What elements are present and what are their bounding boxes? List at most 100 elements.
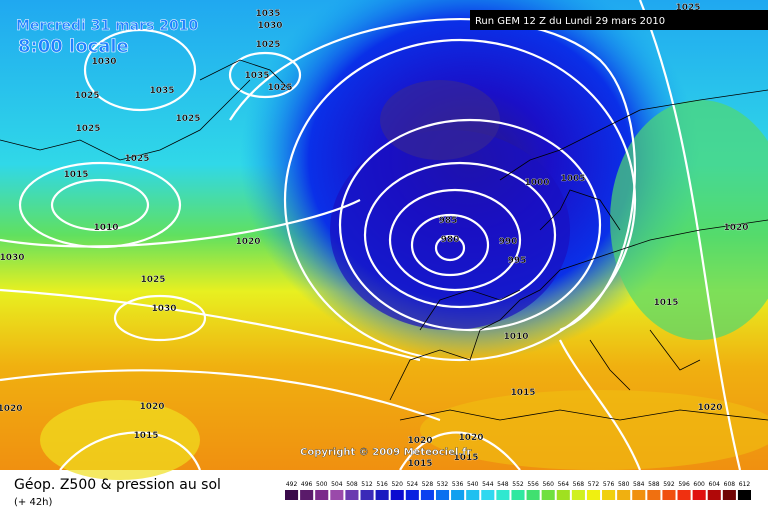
scale-swatch (466, 490, 480, 500)
scale-label: 512 (361, 481, 373, 488)
scale-label: 568 (573, 481, 585, 488)
scale-swatch (541, 490, 555, 500)
isobar-label: 1025 (124, 154, 149, 164)
isobar-label: 1000 (524, 178, 549, 188)
isobar-label: 1020 (235, 237, 260, 247)
scale-label: 576 (603, 481, 615, 488)
isobar-label: 1030 (0, 253, 25, 263)
scale-swatch (496, 490, 510, 500)
scale-label: 588 (648, 481, 660, 488)
isobar-label: 1020 (723, 223, 748, 233)
scale-swatch (360, 490, 374, 500)
scale-label: 496 (301, 481, 313, 488)
scale-swatch (677, 490, 691, 500)
scale-swatch (722, 490, 736, 500)
scale-label: 540 (467, 481, 479, 488)
scale-swatch (586, 490, 601, 500)
scale-swatch (556, 490, 570, 500)
isobar-label: 1015 (453, 453, 478, 463)
isobar-labels: 1035 1030 1025 1030 1035 1025 1025 1025 1025 1015… (0, 3, 749, 469)
scale-label: 536 (452, 481, 464, 488)
scale-label: 492 (286, 481, 298, 488)
isobar-label: 1015 (653, 298, 678, 308)
scale-swatch (617, 490, 631, 500)
scale-swatch (602, 490, 616, 500)
isobar-label: 1030 (91, 57, 116, 67)
scale-swatch (345, 490, 359, 500)
scale-swatch (315, 490, 329, 500)
scale-swatch (285, 490, 299, 500)
date-label: Mercredi 31 mars 2010 (16, 18, 198, 34)
scale-swatch (451, 490, 465, 500)
scale-swatch (632, 490, 646, 500)
scale-swatch (375, 490, 389, 500)
scale-label: 604 (709, 481, 721, 488)
scale-label: 592 (663, 481, 675, 488)
isobar-label: 1010 (503, 332, 528, 342)
scale-swatch (300, 490, 314, 500)
scale-label: 560 (542, 481, 554, 488)
isobar-label: 1025 (140, 275, 165, 285)
isobar-label: 980 (441, 235, 460, 245)
scale-label: 532 (437, 481, 449, 488)
scale-label: 556 (527, 481, 539, 488)
isobars (0, 0, 740, 470)
isobar-label: 1025 (75, 124, 100, 134)
scale-swatch (662, 490, 676, 500)
footer-lead: (+ 42h) (14, 497, 53, 508)
scale-label: 504 (331, 481, 343, 488)
scale-swatch (330, 490, 344, 500)
scale-label: 508 (346, 481, 358, 488)
isobar-label: 1035 (149, 86, 174, 96)
isobar-label: 990 (499, 237, 518, 247)
scale-swatch (737, 490, 751, 500)
scale-swatch (435, 490, 450, 500)
scale-label: 500 (316, 481, 328, 488)
run-box (470, 10, 768, 30)
background (0, 0, 768, 480)
scale-swatch (647, 490, 661, 500)
footer-title: Géop. Z500 & pression au sol (14, 477, 221, 493)
scale-swatch (707, 490, 721, 500)
isobar-label: 1015 (510, 388, 535, 398)
scale-label: 552 (512, 481, 524, 488)
scale-label: 520 (391, 481, 403, 488)
isobar-label: 1025 (74, 91, 99, 101)
color-scale: 492 496 500 504 508 512 516 520 524 528 532 536 540 5… (285, 481, 751, 500)
isobar-label: 1025 (255, 40, 280, 50)
isobar-label: 1015 (63, 170, 88, 180)
isobar-label: 1030 (257, 21, 282, 31)
scale-swatch (511, 490, 525, 500)
scale-swatch (390, 490, 404, 500)
scale-label: 608 (724, 481, 736, 488)
isobar-label: 1015 (133, 431, 158, 441)
isobar-label: 985 (439, 216, 458, 226)
isobar-label: 1025 (675, 3, 700, 13)
time-label: 8:00 locale (18, 36, 129, 57)
scale-swatch (692, 490, 706, 500)
isobar-label: 1020 (407, 436, 432, 446)
scale-label: 584 (633, 481, 645, 488)
scale-label: 596 (678, 481, 690, 488)
scale-swatch (571, 490, 585, 500)
isobar-label: 1005 (560, 174, 585, 184)
copyright: Copyright © 2009 Meteociel.fr (300, 447, 471, 458)
scale-label: 516 (376, 481, 388, 488)
isobar-label: 1030 (151, 304, 176, 314)
isobar-label: 995 (508, 256, 527, 266)
scale-swatch (405, 490, 419, 500)
isobar-label: 1025 (175, 114, 200, 124)
isobar-label: 1020 (697, 403, 722, 413)
isobar-label: 1015 (407, 459, 432, 469)
isobar-label: 1020 (458, 433, 483, 443)
isobar-label: 1035 (244, 71, 269, 81)
scale-label: 564 (558, 481, 570, 488)
scale-label: 612 (739, 481, 751, 488)
scale-label: 548 (497, 481, 509, 488)
scale-label: 528 (422, 481, 434, 488)
scale-swatch (420, 490, 434, 500)
scale-label: 600 (693, 481, 705, 488)
scale-label: 524 (407, 481, 419, 488)
isobar-label: 1020 (0, 404, 23, 414)
